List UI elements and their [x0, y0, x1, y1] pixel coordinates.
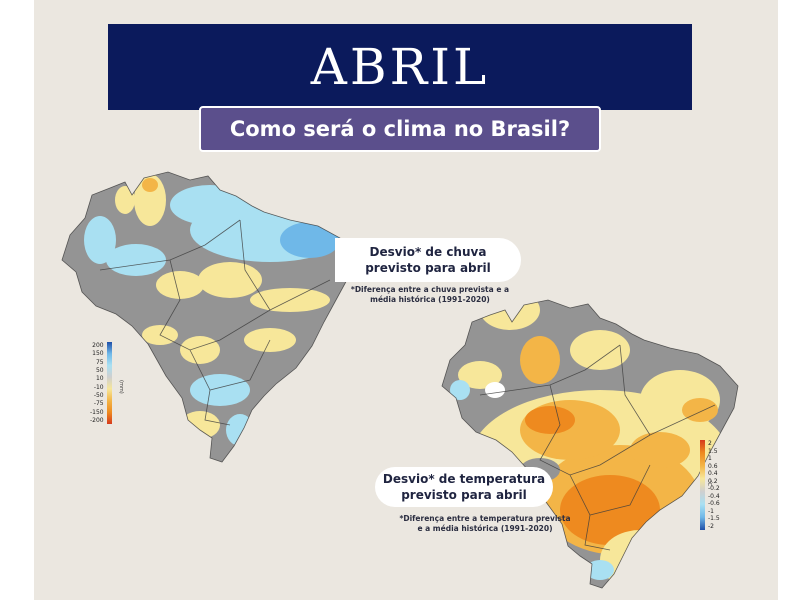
temperature-deviation-map — [441, 299, 739, 589]
temperature-legend-tick: -2 — [708, 522, 714, 530]
page-title: ABRIL — [310, 38, 490, 96]
subtitle-banner: Como será o clima no Brasil? — [199, 106, 601, 152]
rain-note-line2: média histórica (1991-2020) — [370, 295, 490, 305]
page-margin-right — [778, 0, 800, 600]
rain-label-line2: previsto para abril — [365, 261, 491, 275]
temp-note-line1: *Diferença entre a temperatura prevista — [399, 514, 571, 523]
temperature-legend-tick: 2 — [708, 440, 712, 447]
temperature-legend-unit: °C — [706, 480, 712, 486]
temperature-legend-tick: 1 — [708, 455, 712, 463]
temperature-map-label: Desvio* de temperatura previsto para abri… — [375, 467, 553, 507]
page-margin-left — [0, 0, 34, 600]
temperature-legend: 2 1.5 1 0.6 0.4 0.2 -0.2 -0.4 -0.6 -1 -1.5 -2 — [700, 440, 720, 530]
rain-map-note: *Diferença entre a chuva prevista e a méd… — [345, 285, 515, 305]
temperature-legend-tick: 1.5 — [708, 447, 718, 455]
rain-legend-tick: -50 — [93, 391, 104, 399]
rain-legend-tick: -75 — [93, 400, 104, 408]
temperature-legend-colorbar — [700, 440, 705, 530]
temperature-legend-tick: -0.2 — [708, 485, 720, 493]
temperature-legend-tick: 0.2 — [708, 477, 718, 485]
temperature-legend-tick: -1 — [708, 507, 714, 515]
rain-note-line1: *Diferença entre a chuva prevista e a — [350, 285, 510, 294]
rain-legend-tick: 150 — [92, 350, 104, 358]
title-banner: ABRIL — [108, 24, 692, 110]
temperature-legend-labels: 2 1.5 1 0.6 0.4 0.2 -0.2 -0.4 -0.6 -1 -1.5 -2 — [708, 440, 720, 530]
rain-legend-tick: 200 — [92, 342, 104, 349]
rain-legend-tick: 50 — [95, 366, 104, 374]
rain-legend-tick: -200 — [90, 416, 104, 424]
temperature-legend-tick: -1.5 — [708, 515, 720, 523]
rain-legend-colorbar — [106, 342, 112, 424]
rain-deviation-map — [61, 171, 353, 463]
rain-legend-tick: -10 — [93, 383, 104, 391]
page-subtitle: Como será o clima no Brasil? — [229, 117, 571, 141]
temperature-map-note: *Diferença entre a temperatura prevista e… — [380, 514, 590, 534]
rain-legend-unit: (mm) — [118, 380, 124, 394]
rain-legend-labels: 200 150 75 50 10 -10 -50 -75 -150 -200 — [90, 342, 104, 424]
rain-legend-tick: 75 — [95, 358, 104, 366]
temp-label-line2: previsto para abril — [401, 488, 527, 502]
rain-legend-tick: 10 — [95, 375, 104, 383]
temperature-legend-tick: -0.4 — [708, 492, 720, 500]
temperature-legend-tick: -0.6 — [708, 500, 720, 508]
temperature-legend-tick: 0.6 — [708, 462, 718, 470]
temp-note-line2: e a média histórica (1991-2020) — [417, 524, 553, 534]
rain-label-line1: Desvio* de chuva — [369, 244, 487, 259]
temp-label-line1: Desvio* de temperatura — [382, 471, 546, 486]
temperature-legend-tick: 0.4 — [708, 470, 718, 478]
rain-map-label: Desvio* de chuva previsto para abril — [335, 238, 521, 282]
rain-legend-tick: -150 — [90, 408, 104, 416]
rain-legend: 200 150 75 50 10 -10 -50 -75 -150 -200 — [90, 342, 112, 424]
